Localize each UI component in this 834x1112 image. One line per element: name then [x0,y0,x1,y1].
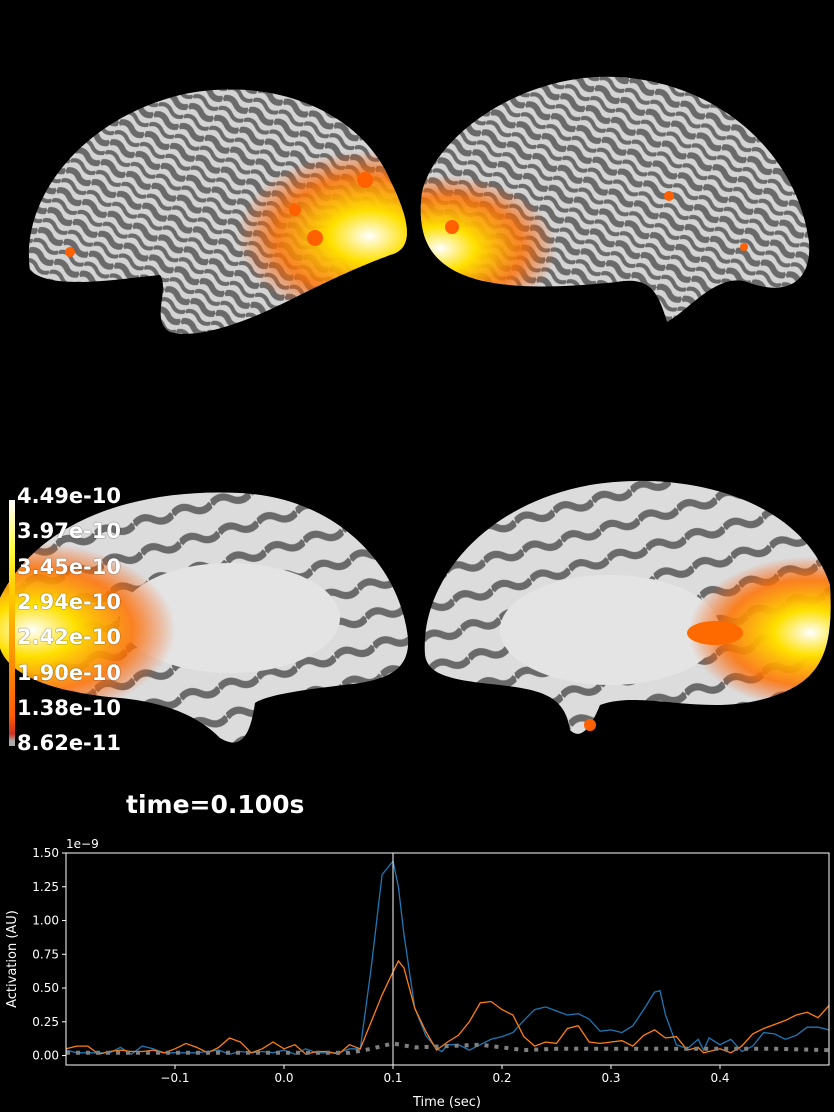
x-tick-label: −0.1 [160,1071,189,1085]
colorbar-label: 3.97e-10 [17,519,121,543]
colorbar-label-max: 4.49e-10 [17,484,121,508]
colorbar-label-min: 8.62e-11 [17,731,121,755]
x-tick-label: 0.2 [492,1071,511,1085]
y-tick-label: 1.50 [32,846,59,860]
y-tick-label: 0.75 [32,947,59,961]
brain-medial-left-view [0,492,409,743]
x-tick-label: 0.1 [383,1071,402,1085]
brain-medial-right-view [424,480,831,734]
x-tick-label: 0.0 [274,1071,293,1085]
y-tick-label: 1.00 [32,914,59,928]
x-axis-label: Time (sec) [412,1095,481,1110]
series-line-0 [65,859,830,1055]
colorbar-label: 1.90e-10 [17,661,121,685]
x-tick-label: 0.4 [710,1071,729,1085]
brain-lateral-right-view [420,76,810,322]
activation-chart: 1e−9 Activation (AU) Time (sec) −0.1 0.0 0… [5,837,830,1110]
plot-frame [65,852,830,1066]
time-label: time=0.100s [126,790,305,819]
y-axis-label: Activation (AU) [5,910,20,1008]
y-offset-text: 1e−9 [66,837,99,851]
y-tick-label: 0.25 [32,1015,59,1029]
colorbar [9,500,15,746]
series-line-2 [66,1041,830,1055]
colorbar-label: 1.38e-10 [17,696,121,720]
colorbar-label: 2.94e-10 [17,590,121,614]
colorbar-label: 3.45e-10 [17,555,121,579]
brain-lateral-left-view [28,89,407,334]
y-tick-label: 0.50 [32,981,59,995]
x-tick-label: 0.3 [601,1071,620,1085]
y-tick-label: 1.25 [32,880,59,894]
series-line-1 [65,959,830,1055]
y-tick-label: 0.00 [32,1049,59,1063]
colorbar-label: 2.42e-10 [17,625,121,649]
